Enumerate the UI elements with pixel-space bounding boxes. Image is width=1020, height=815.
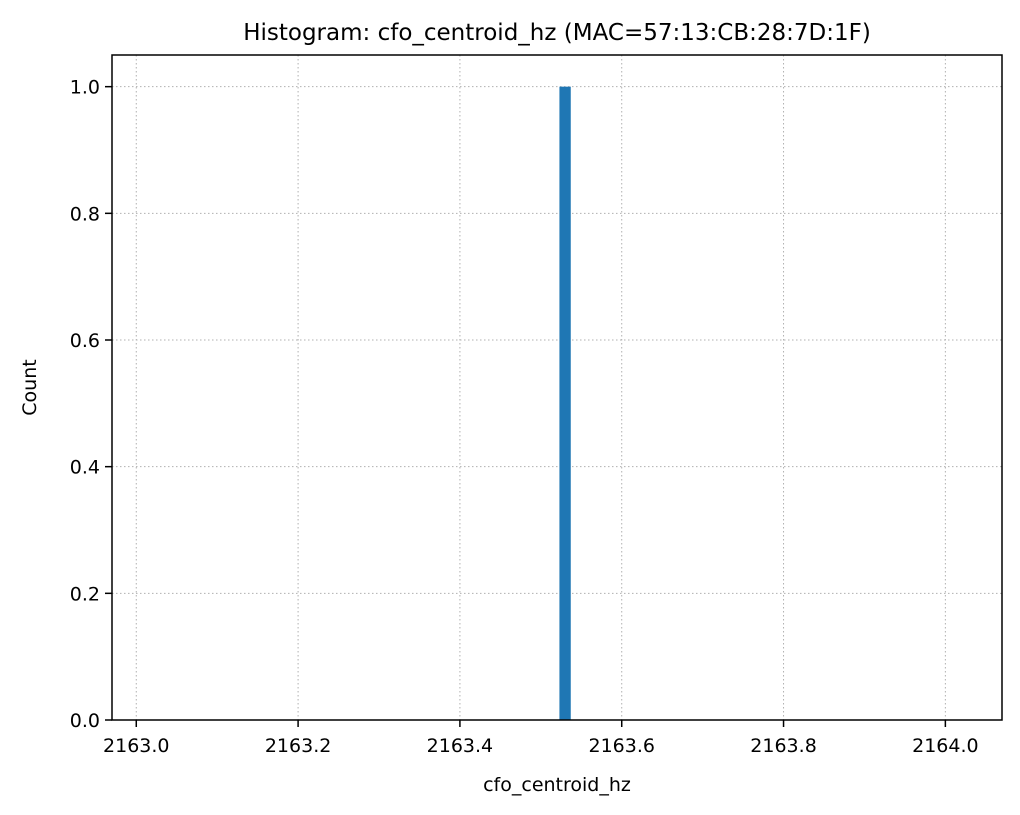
y-tick-label: 0.4	[70, 457, 100, 479]
x-axis-ticks: 2163.0 2163.2 2163.4 2163.6 2163.8 2164.0	[103, 720, 979, 757]
y-axis-label: Count	[19, 359, 41, 415]
chart-title: Histogram: cfo_centroid_hz (MAC=57:13:CB…	[243, 20, 871, 46]
x-axis-label: cfo_centroid_hz	[483, 774, 631, 796]
y-tick-label: 0.6	[70, 330, 100, 352]
x-tick-label: 2163.2	[265, 735, 331, 757]
x-tick-label: 2163.0	[103, 735, 169, 757]
x-tick-label: 2163.8	[750, 735, 816, 757]
plot-area-frame	[111, 54, 1003, 721]
y-tick-label: 0.2	[70, 583, 100, 605]
y-tick-label: 0.8	[70, 203, 100, 225]
y-tick-label: 0.0	[70, 710, 100, 732]
histogram-bars	[559, 86, 571, 720]
x-tick-label: 2163.4	[427, 735, 493, 757]
x-tick-label: 2164.0	[912, 735, 978, 757]
y-axis-ticks: 0.0 0.2 0.4 0.6 0.8 1.0	[70, 77, 112, 732]
x-tick-label: 2163.6	[588, 735, 654, 757]
y-tick-label: 1.0	[70, 77, 100, 99]
histogram-bar	[559, 86, 571, 720]
